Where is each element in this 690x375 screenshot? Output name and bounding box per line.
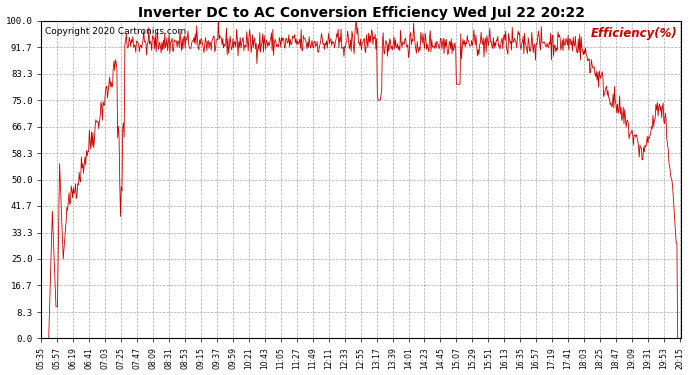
Title: Inverter DC to AC Conversion Efficiency Wed Jul 22 20:22: Inverter DC to AC Conversion Efficiency … — [137, 6, 584, 20]
Text: Efficiency(%): Efficiency(%) — [591, 27, 678, 40]
Text: Copyright 2020 Cartronics.com: Copyright 2020 Cartronics.com — [45, 27, 186, 36]
